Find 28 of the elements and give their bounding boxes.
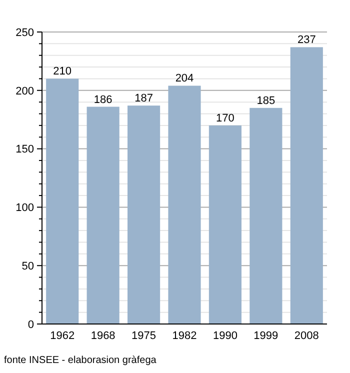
data-label: 186: [94, 94, 112, 106]
bar: [46, 78, 79, 324]
x-tick-label: 1982: [172, 330, 197, 342]
bar: [128, 106, 160, 324]
data-label: 204: [175, 72, 194, 85]
data-label: 210: [53, 66, 72, 78]
y-tick-label: 0: [28, 318, 34, 331]
y-tick-label: 100: [16, 202, 34, 214]
x-tick-label: 1962: [50, 330, 75, 342]
bar: [250, 108, 282, 324]
bar: [208, 125, 242, 324]
bar: [86, 106, 120, 324]
data-label: 170: [216, 112, 234, 124]
source-note: fonte INSEE - elaborasion gràfega: [4, 355, 157, 366]
data-label: 237: [297, 34, 316, 46]
bar: [168, 86, 201, 324]
x-tick-label: 1999: [254, 330, 278, 342]
x-tick-label: 1990: [212, 330, 238, 342]
y-tick-label: 50: [22, 260, 34, 272]
bar: [290, 47, 323, 324]
y-tick-label: 150: [16, 144, 34, 156]
x-tick-label: 2008: [294, 330, 319, 342]
y-tick-label: 250: [16, 26, 34, 39]
x-tick-label: 1968: [90, 330, 116, 342]
data-label: 187: [134, 92, 153, 105]
y-tick-label: 200: [16, 85, 34, 98]
x-tick-label: 1975: [132, 330, 156, 342]
data-label: 185: [256, 94, 276, 107]
